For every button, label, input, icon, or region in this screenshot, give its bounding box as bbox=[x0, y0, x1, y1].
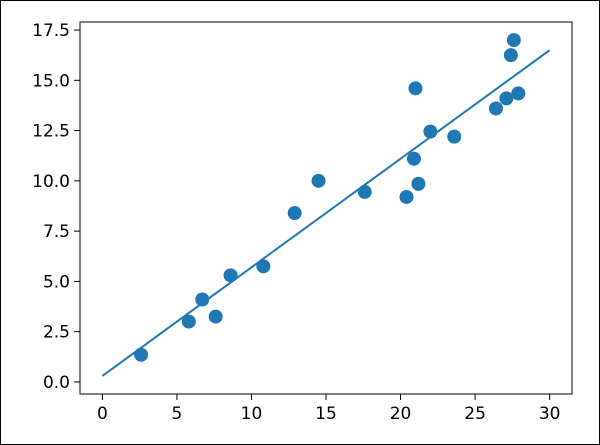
data-point bbox=[406, 151, 421, 166]
y-tick-label: 7.5 bbox=[43, 222, 70, 242]
data-point bbox=[499, 91, 514, 106]
y-tick-label: 5.0 bbox=[43, 272, 70, 292]
data-point bbox=[311, 173, 326, 188]
data-point bbox=[256, 259, 271, 274]
y-tick-label: 0.0 bbox=[43, 373, 70, 393]
data-point bbox=[181, 314, 196, 329]
data-point bbox=[134, 347, 149, 362]
x-tick-label: 0 bbox=[97, 404, 108, 424]
fit-line bbox=[101, 49, 551, 377]
y-tick-label: 2.5 bbox=[43, 323, 70, 343]
data-point bbox=[511, 86, 526, 101]
data-point bbox=[399, 189, 414, 204]
x-tick-label: 30 bbox=[539, 404, 561, 424]
data-point bbox=[411, 176, 426, 191]
x-tick-label: 10 bbox=[241, 404, 263, 424]
data-point bbox=[447, 129, 462, 144]
data-point bbox=[408, 81, 423, 96]
data-point bbox=[506, 33, 521, 48]
x-tick-label: 5 bbox=[171, 404, 182, 424]
y-tick-label: 17.5 bbox=[32, 21, 70, 41]
data-point bbox=[208, 309, 223, 324]
x-tick-label: 15 bbox=[315, 404, 337, 424]
x-axis: 0 5 10 15 20 25 30 bbox=[97, 394, 561, 424]
y-tick-label: 12.5 bbox=[32, 122, 70, 142]
x-tick-label: 20 bbox=[390, 404, 412, 424]
y-axis: 0.0 2.5 5.0 7.5 10.0 12.5 15.0 17.5 bbox=[32, 21, 80, 393]
data-point bbox=[423, 124, 438, 139]
x-tick-label: 25 bbox=[464, 404, 486, 424]
y-tick-label: 15.0 bbox=[32, 71, 70, 91]
y-tick-label: 10.0 bbox=[32, 172, 70, 192]
data-point bbox=[287, 206, 302, 221]
data-point bbox=[488, 101, 503, 116]
data-point bbox=[503, 48, 518, 63]
data-point bbox=[357, 184, 372, 199]
data-point bbox=[223, 268, 238, 283]
series-layer bbox=[101, 33, 551, 377]
data-point bbox=[195, 292, 210, 307]
